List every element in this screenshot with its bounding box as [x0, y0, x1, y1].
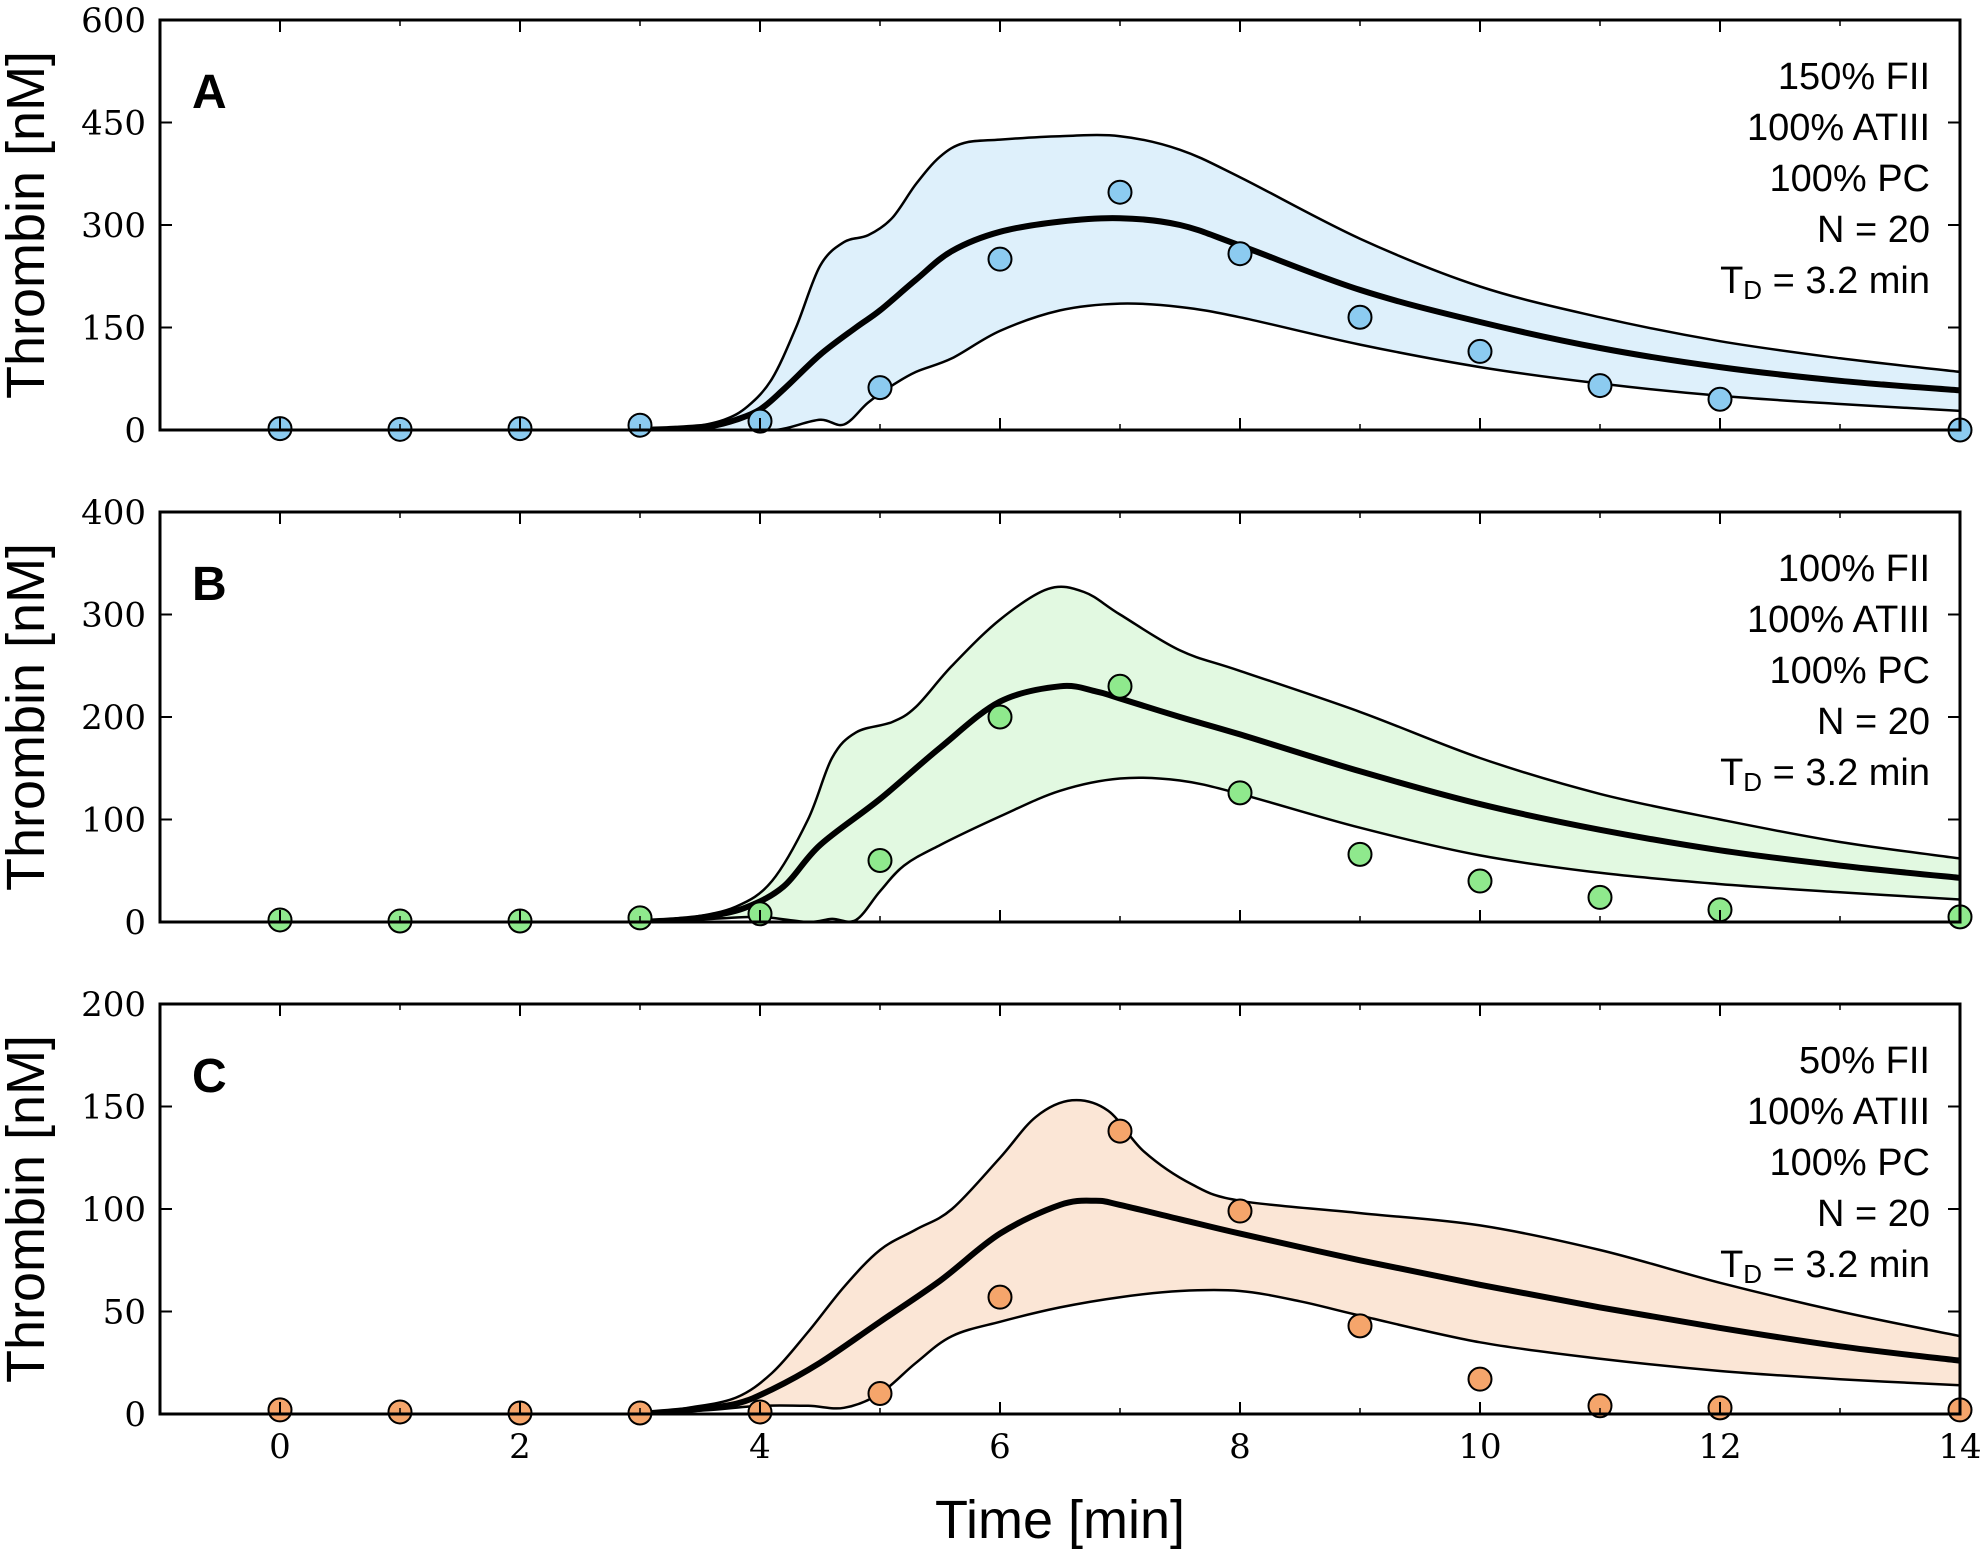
x-tick-label: 14 [1938, 1427, 1981, 1467]
y-axis-title: Thrombin [nM] [0, 51, 56, 399]
td-value: = 3.2 min [1762, 752, 1930, 794]
annotation-n: N = 20 [1817, 1193, 1930, 1235]
lower-bound-line [640, 302, 1960, 430]
y-tick-label: 400 [81, 493, 146, 533]
data-point [987, 1284, 1013, 1310]
confidence-band [640, 1100, 1960, 1414]
y-tick-label: 150 [81, 1088, 146, 1128]
data-point [1587, 884, 1613, 910]
y-tick-label: 100 [81, 801, 146, 841]
td-symbol: T [1720, 260, 1743, 302]
y-tick-label: 450 [81, 104, 146, 144]
data-point [1347, 841, 1373, 867]
data-point [1467, 868, 1493, 894]
data-point [1467, 338, 1493, 364]
annotation-fii: 150% FII [1778, 56, 1930, 98]
data-point [867, 1381, 893, 1406]
x-tick-label: 2 [509, 1427, 531, 1467]
td-subscript: D [1743, 1259, 1762, 1289]
annotation-n: N = 20 [1817, 701, 1930, 743]
x-tick-label: 8 [1229, 1427, 1251, 1467]
y-tick-label: 300 [81, 596, 146, 636]
y-tick-label: 300 [81, 206, 146, 246]
panel-c: 0 2 4 6 8 10 12 14 0 50 100 150 200 Thrombin [nM] C 50%… [0, 985, 1982, 1467]
panel-a: 0 150 300 450 600 Thrombin [nM] A 150% FII 100% … [0, 1, 1973, 451]
upper-bound-line [639, 1098, 1960, 1414]
annotation-atiii: 100% ATIII [1747, 107, 1930, 149]
td-value: = 3.2 min [1762, 260, 1930, 302]
annotation-n: N = 20 [1817, 209, 1930, 251]
y-tick-label: 600 [81, 1, 146, 41]
data-point [1587, 1393, 1613, 1419]
data-point [1587, 373, 1613, 399]
data-point [1107, 1118, 1133, 1144]
panel-label: A [192, 66, 227, 119]
annotation-atiii: 100% ATIII [1747, 1091, 1930, 1133]
data-point [867, 375, 893, 401]
y-tick-label: 0 [124, 1395, 146, 1435]
td-value: = 3.2 min [1762, 1244, 1930, 1286]
annotation-pc: 100% PC [1769, 650, 1930, 692]
data-point [987, 704, 1013, 730]
mean-line [639, 682, 1960, 922]
td-subscript: D [1743, 275, 1762, 305]
y-tick-label: 50 [103, 1293, 146, 1333]
data-point [1707, 386, 1733, 412]
y-tick-label: 0 [124, 411, 146, 451]
data-point [1107, 673, 1133, 699]
y-tick-label: 0 [124, 903, 146, 943]
x-tick-label: 12 [1698, 1427, 1741, 1467]
data-point [987, 246, 1013, 272]
td-symbol: T [1720, 1244, 1743, 1286]
x-tick-label: 6 [989, 1427, 1011, 1467]
upper-bound-line [639, 133, 1960, 430]
y-tick-label: 200 [81, 698, 146, 738]
annotation-td: TD = 3.2 min [1720, 1244, 1930, 1289]
annotation-fii: 100% FII [1778, 548, 1930, 590]
data-point [1347, 304, 1373, 330]
plot-area [639, 585, 1960, 922]
x-tick-label: 10 [1458, 1427, 1501, 1467]
annotation-td: TD = 3.2 min [1720, 260, 1930, 305]
upper-bound-line [639, 585, 1960, 922]
annotation-atiii: 100% ATIII [1747, 599, 1930, 641]
data-point [1227, 1198, 1253, 1224]
panel-b: 0 100 200 300 400 Thrombin [nM] B 100% FII 100% … [0, 493, 1973, 943]
plot-area [639, 1098, 1960, 1414]
y-tick-label: 200 [81, 985, 146, 1025]
mean-line [639, 1197, 1960, 1414]
data-point [1467, 1366, 1493, 1392]
data-point [1107, 179, 1133, 205]
panel-label: C [192, 1050, 227, 1103]
y-tick-label: 100 [81, 1190, 146, 1230]
annotation-pc: 100% PC [1769, 158, 1930, 200]
annotation-fii: 50% FII [1799, 1040, 1930, 1082]
data-point [867, 848, 893, 873]
panel-label: B [192, 558, 227, 611]
y-axis-title: Thrombin [nM] [0, 1035, 56, 1383]
y-tick-label: 150 [81, 309, 146, 349]
x-tick-label: 4 [749, 1427, 771, 1467]
td-subscript: D [1743, 767, 1762, 797]
data-point [1227, 780, 1253, 806]
y-axis-title: Thrombin [nM] [0, 543, 56, 891]
td-symbol: T [1720, 752, 1743, 794]
annotation-pc: 100% PC [1769, 1142, 1930, 1184]
lower-bound-line [639, 1288, 1960, 1414]
data-point [1227, 241, 1253, 267]
x-tick-label: 0 [269, 1427, 291, 1467]
annotation-td: TD = 3.2 min [1720, 752, 1930, 797]
data-point [1347, 1313, 1373, 1339]
x-axis-title: Time [min] [935, 1490, 1185, 1550]
